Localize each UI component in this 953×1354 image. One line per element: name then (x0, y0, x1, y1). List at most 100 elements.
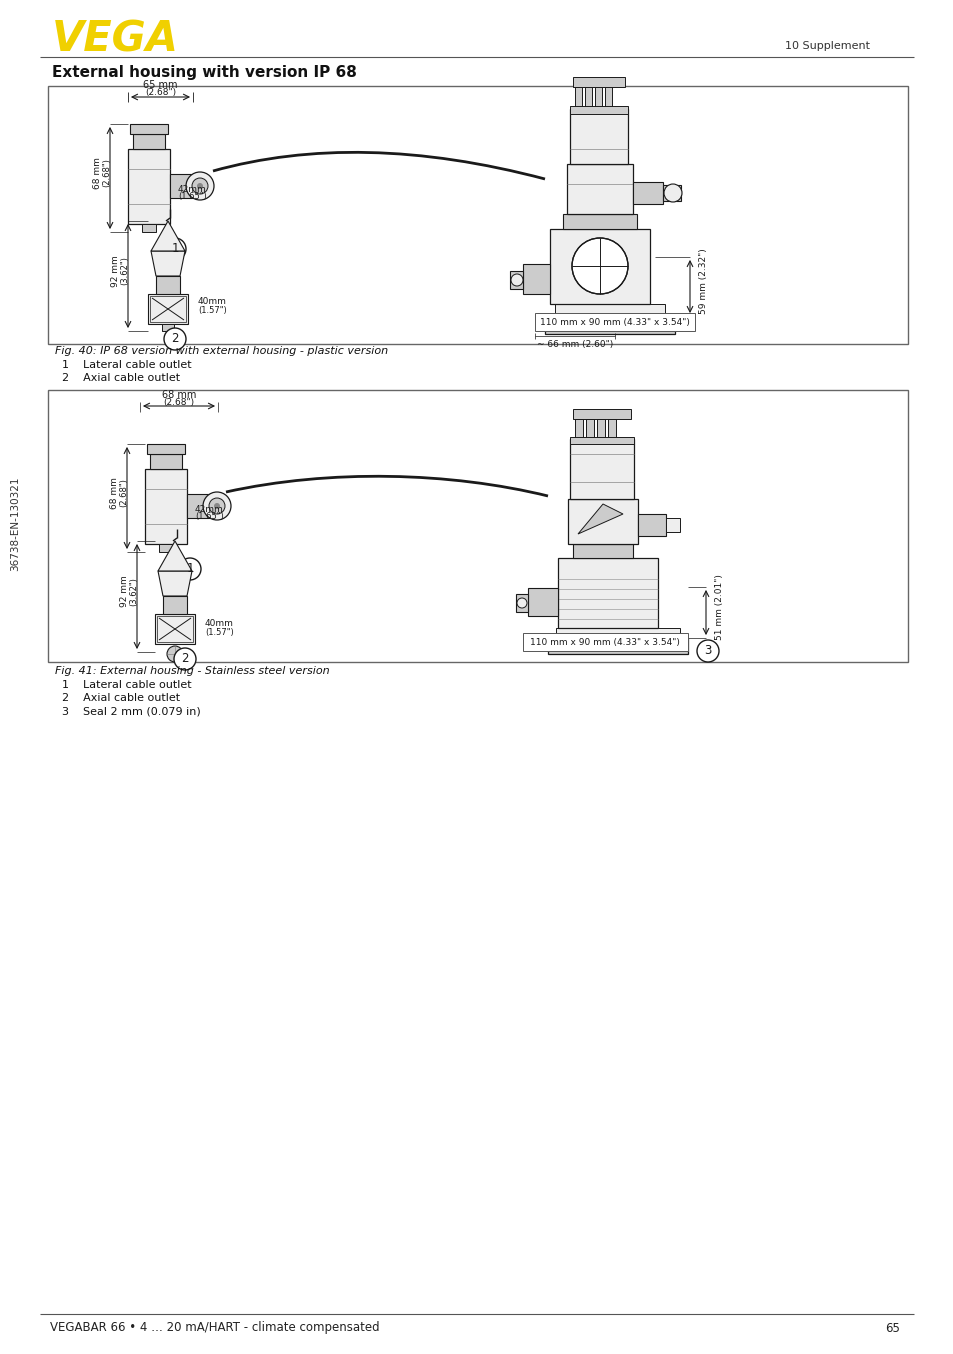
Circle shape (164, 238, 186, 260)
Circle shape (209, 498, 225, 515)
Bar (156, 276, 180, 294)
Bar (510, 271, 522, 288)
Bar (569, 106, 627, 114)
Bar (48, 390, 907, 662)
Bar (522, 264, 550, 294)
Bar (150, 297, 186, 322)
Bar (584, 87, 592, 110)
Circle shape (186, 172, 213, 200)
Text: (1.65"): (1.65") (194, 513, 224, 521)
Text: 42mm: 42mm (194, 505, 224, 513)
Polygon shape (158, 571, 192, 596)
Text: 42mm: 42mm (178, 184, 207, 194)
Text: (3.62"): (3.62") (120, 256, 130, 286)
Bar (585, 418, 594, 439)
Text: 65 mm: 65 mm (143, 80, 177, 89)
Text: 1: 1 (186, 562, 193, 575)
Bar (550, 229, 649, 305)
Polygon shape (578, 504, 622, 533)
Bar (128, 149, 170, 223)
Bar (573, 544, 633, 558)
Text: 40mm: 40mm (198, 298, 227, 306)
Bar (150, 454, 182, 468)
Bar (595, 87, 601, 110)
Circle shape (203, 492, 231, 520)
Bar (132, 134, 165, 149)
Text: 2: 2 (172, 333, 178, 345)
Polygon shape (151, 221, 185, 250)
Bar (607, 418, 616, 439)
Bar (662, 185, 680, 200)
Bar (154, 613, 194, 645)
Text: 59 mm (2.32"): 59 mm (2.32") (699, 249, 708, 314)
Bar (573, 77, 624, 87)
Text: (2.68"): (2.68") (145, 88, 176, 96)
Text: (2.68"): (2.68") (119, 478, 129, 508)
Text: 2    Axial cable outlet: 2 Axial cable outlet (62, 693, 180, 703)
Bar (569, 439, 634, 500)
Text: Fig. 40: IP 68 version with external housing - plastic version: Fig. 40: IP 68 version with external hou… (55, 347, 388, 356)
Circle shape (164, 328, 186, 349)
Bar (597, 418, 604, 439)
Bar (562, 214, 637, 229)
Text: 92 mm: 92 mm (120, 575, 130, 608)
Bar (187, 494, 209, 519)
Text: 92 mm: 92 mm (112, 255, 120, 287)
Bar (148, 294, 188, 324)
Bar (573, 409, 630, 418)
Bar (516, 594, 527, 612)
Text: 3    Seal 2 mm (0.079 in): 3 Seal 2 mm (0.079 in) (62, 705, 200, 716)
Circle shape (213, 502, 220, 509)
Circle shape (192, 177, 208, 194)
Text: 68 mm: 68 mm (162, 390, 196, 399)
Bar (575, 418, 582, 439)
Text: 40mm: 40mm (205, 620, 233, 628)
Text: 2    Axial cable outlet: 2 Axial cable outlet (62, 372, 180, 383)
Circle shape (663, 184, 681, 202)
Bar (142, 223, 156, 232)
Text: 2: 2 (181, 653, 189, 666)
Circle shape (697, 640, 719, 662)
Text: 1    Lateral cable outlet: 1 Lateral cable outlet (62, 680, 192, 691)
Text: (1.65"): (1.65") (178, 192, 207, 202)
Circle shape (196, 183, 203, 190)
Circle shape (517, 598, 526, 608)
Text: ~ 66 mm (2.60"): ~ 66 mm (2.60") (537, 340, 613, 348)
Text: 3: 3 (703, 645, 711, 658)
Circle shape (572, 238, 627, 294)
Text: 51 mm (2.01"): 51 mm (2.01") (715, 574, 723, 640)
Bar (665, 519, 679, 532)
Text: 65: 65 (884, 1322, 899, 1335)
Bar (547, 638, 687, 654)
Bar (566, 164, 633, 214)
Bar (522, 634, 687, 651)
Text: External housing with version IP 68: External housing with version IP 68 (52, 65, 356, 80)
Bar (147, 444, 185, 454)
Text: 110 mm x 90 mm (4.33" x 3.54"): 110 mm x 90 mm (4.33" x 3.54") (539, 317, 689, 326)
Text: 1    Lateral cable outlet: 1 Lateral cable outlet (62, 360, 192, 370)
Bar (569, 437, 634, 444)
Text: VEGABAR 66 • 4 … 20 mA/HART - climate compensated: VEGABAR 66 • 4 … 20 mA/HART - climate co… (50, 1322, 379, 1335)
Bar (48, 87, 907, 344)
Bar (569, 110, 627, 164)
Polygon shape (158, 542, 192, 571)
Bar (130, 125, 168, 134)
Polygon shape (151, 250, 185, 276)
Text: VEGA: VEGA (52, 18, 179, 60)
Circle shape (179, 558, 201, 580)
Bar (604, 87, 612, 110)
Bar (633, 181, 662, 204)
Bar (558, 558, 658, 628)
Circle shape (173, 649, 195, 670)
Bar (575, 87, 581, 110)
Bar (163, 596, 187, 613)
Bar (162, 324, 173, 330)
Text: (1.57"): (1.57") (198, 306, 227, 314)
Text: Fig. 41: External housing - Stainless steel version: Fig. 41: External housing - Stainless st… (55, 666, 330, 676)
Bar (527, 588, 558, 616)
Text: 36738-EN-130321: 36738-EN-130321 (10, 477, 20, 571)
Bar (157, 616, 193, 642)
Text: (3.62"): (3.62") (130, 577, 138, 607)
Bar (159, 544, 172, 552)
Bar (535, 313, 695, 330)
